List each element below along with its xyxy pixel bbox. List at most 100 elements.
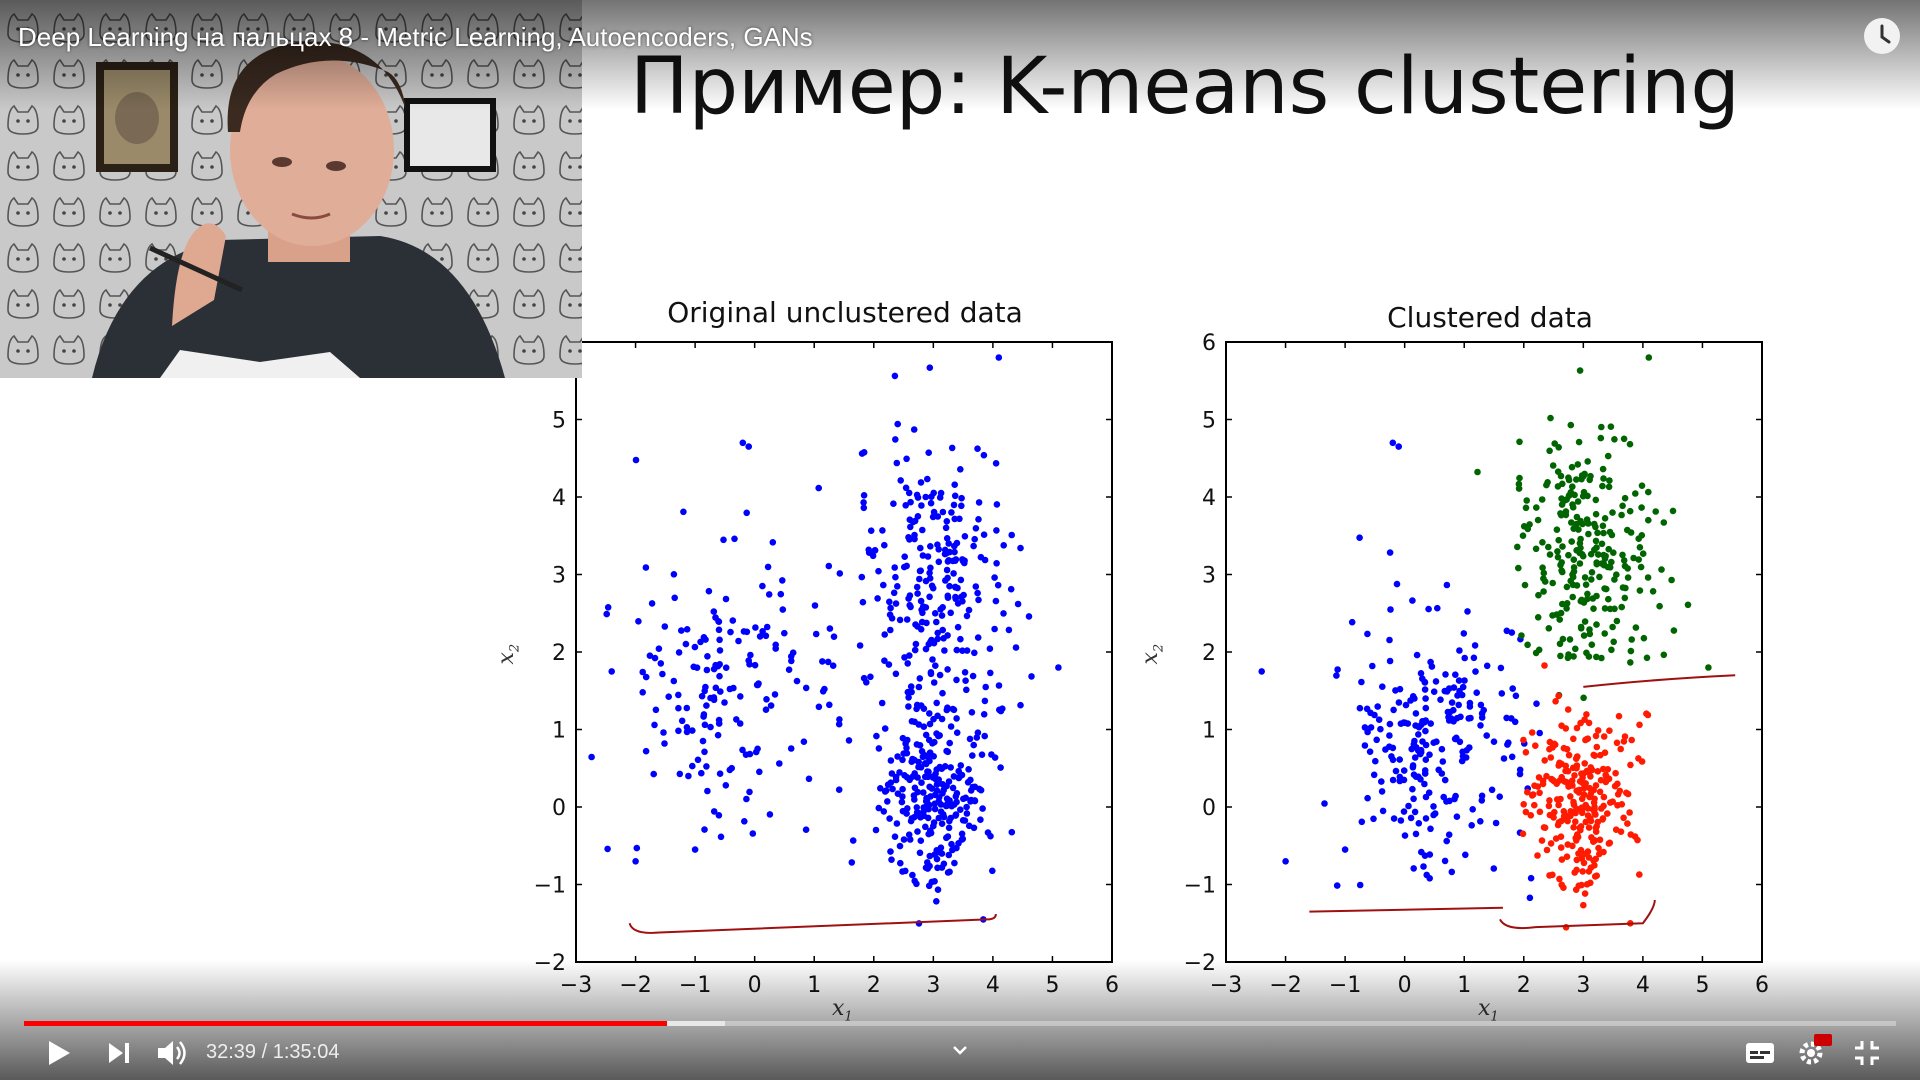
data-point [1580, 694, 1587, 702]
data-point [1451, 795, 1458, 803]
data-point [751, 661, 759, 669]
exit-fullscreen-button[interactable] [1852, 1038, 1882, 1068]
data-point [1534, 852, 1541, 859]
data-point [1483, 732, 1490, 739]
data-point [948, 840, 955, 848]
data-point [1445, 685, 1453, 692]
x-tick-label: 4 [1636, 973, 1650, 998]
data-point [1460, 630, 1468, 637]
data-point [1519, 830, 1527, 838]
volume-button[interactable] [156, 1038, 190, 1068]
data-point [943, 566, 951, 574]
data-point [704, 653, 711, 660]
data-point [1615, 712, 1623, 720]
data-point [603, 610, 610, 618]
data-point [930, 715, 937, 723]
data-point [680, 508, 687, 516]
data-point [1620, 557, 1628, 564]
data-point [712, 684, 720, 692]
data-point [1386, 657, 1394, 665]
data-point [914, 513, 922, 520]
data-point [886, 598, 893, 606]
video-title[interactable]: Deep Learning на пальцах 8 - Metric Lear… [18, 22, 813, 52]
data-point [929, 740, 936, 747]
chapters-toggle[interactable] [950, 1040, 970, 1060]
data-point [722, 782, 730, 789]
data-point [777, 590, 785, 598]
data-point [683, 704, 691, 712]
data-point [785, 666, 793, 673]
data-point [743, 509, 750, 517]
data-point [1454, 692, 1461, 699]
data-point [1393, 580, 1401, 588]
data-point [1546, 745, 1553, 753]
data-point [1441, 776, 1449, 784]
data-point [1442, 671, 1449, 678]
data-point [1402, 701, 1410, 709]
data-point [993, 527, 1000, 534]
data-point [819, 688, 827, 695]
data-point [1527, 812, 1535, 819]
data-point [824, 658, 832, 666]
play-button[interactable] [44, 1038, 74, 1068]
data-point [899, 756, 906, 764]
progress-bar[interactable] [24, 1021, 1896, 1026]
data-point [949, 846, 956, 854]
watch-later-button[interactable] [1864, 18, 1900, 54]
data-point [1528, 729, 1536, 736]
data-point [948, 509, 955, 516]
data-point [702, 683, 709, 691]
subtitles-button[interactable] [1744, 1040, 1776, 1066]
next-button[interactable] [106, 1040, 132, 1066]
data-point [977, 816, 984, 823]
data-point [979, 805, 986, 812]
data-point [1567, 793, 1574, 800]
data-point [1568, 538, 1575, 545]
data-point [1538, 837, 1546, 844]
data-point [937, 808, 945, 815]
data-point [877, 785, 884, 792]
data-point [1473, 689, 1480, 696]
data-point [1639, 550, 1647, 557]
data-point [1576, 786, 1583, 794]
data-point [893, 820, 901, 827]
data-point [894, 753, 901, 760]
data-point [1426, 751, 1433, 758]
data-point [970, 542, 977, 550]
data-point [1539, 780, 1547, 788]
hand-drawn-brace [1499, 899, 1656, 930]
data-point [884, 798, 891, 805]
data-point [1367, 724, 1375, 731]
data-point [939, 508, 947, 516]
data-point [953, 798, 960, 806]
data-point [1445, 831, 1453, 838]
data-point [965, 606, 973, 614]
data-point [1575, 438, 1583, 446]
data-point [1509, 685, 1516, 692]
data-point [811, 602, 819, 609]
data-point [925, 830, 932, 838]
data-point [879, 527, 886, 534]
data-point [1469, 806, 1476, 813]
data-point [1466, 699, 1474, 707]
data-point [945, 851, 953, 859]
data-point [919, 526, 926, 534]
data-point [922, 731, 930, 739]
data-point [779, 577, 786, 584]
data-point [899, 793, 906, 800]
data-point [961, 533, 969, 540]
data-point [699, 737, 707, 745]
data-point [1477, 722, 1484, 729]
data-point [1478, 714, 1486, 721]
data-point [1430, 803, 1437, 810]
data-point [1594, 768, 1602, 775]
data-point [975, 499, 983, 506]
settings-button[interactable] [1796, 1034, 1832, 1068]
data-point [1592, 824, 1600, 832]
data-point [1378, 788, 1386, 795]
series-0 [1258, 439, 1543, 902]
data-point [728, 764, 735, 772]
data-point [675, 649, 683, 656]
